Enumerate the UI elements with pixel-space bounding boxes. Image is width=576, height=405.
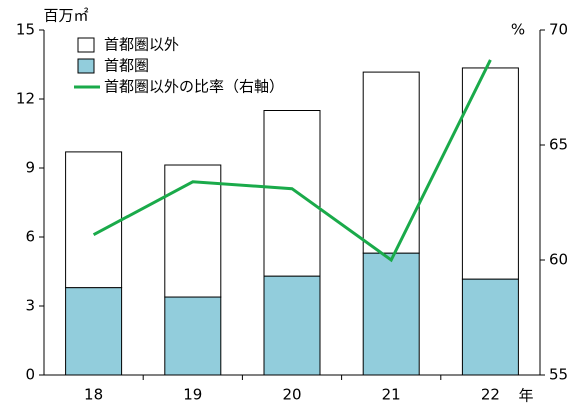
- y2-tick-label: 60: [549, 251, 568, 269]
- bar-segment: [65, 151, 123, 289]
- legend-swatch: [77, 37, 95, 53]
- y2-axis-label: %: [511, 21, 525, 39]
- y-tick-label: 9: [25, 159, 35, 177]
- x-tick-label: 22: [481, 386, 500, 404]
- y2-tick-label: 65: [549, 136, 568, 154]
- x-tick-label: 21: [382, 386, 401, 404]
- legend-label: 首都圏以外: [104, 36, 179, 54]
- y-tick-label: 15: [16, 21, 35, 39]
- bar-segment: [461, 67, 519, 280]
- x-axis-label: 年: [518, 387, 533, 405]
- bar-segment: [461, 278, 519, 376]
- ratio-line: [92, 59, 492, 263]
- x-tick-label: 18: [84, 386, 103, 404]
- bar-segment: [263, 275, 321, 376]
- y-tick-label: 0: [25, 366, 35, 384]
- bar-segment: [263, 110, 321, 277]
- bar-segment: [164, 164, 222, 298]
- y2-tick-label: 70: [549, 21, 568, 39]
- y-tick-label: 3: [25, 297, 35, 315]
- x-tick-label: 19: [183, 386, 202, 404]
- legend-swatch: [77, 58, 95, 74]
- legend-label: 首都圏: [104, 57, 149, 75]
- bar-segment: [362, 71, 420, 254]
- y-tick-label: 12: [16, 90, 35, 108]
- y2-tick-label: 55: [549, 366, 568, 384]
- bar-segment: [362, 252, 420, 376]
- x-tick-label: 20: [282, 386, 301, 404]
- y-axis-label: 百万㎡: [43, 7, 88, 25]
- y-tick-label: 6: [25, 228, 35, 246]
- legend-label: 首都圏以外の比率（右軸）: [104, 78, 284, 96]
- bar-segment: [164, 296, 222, 376]
- bar-segment: [65, 287, 123, 376]
